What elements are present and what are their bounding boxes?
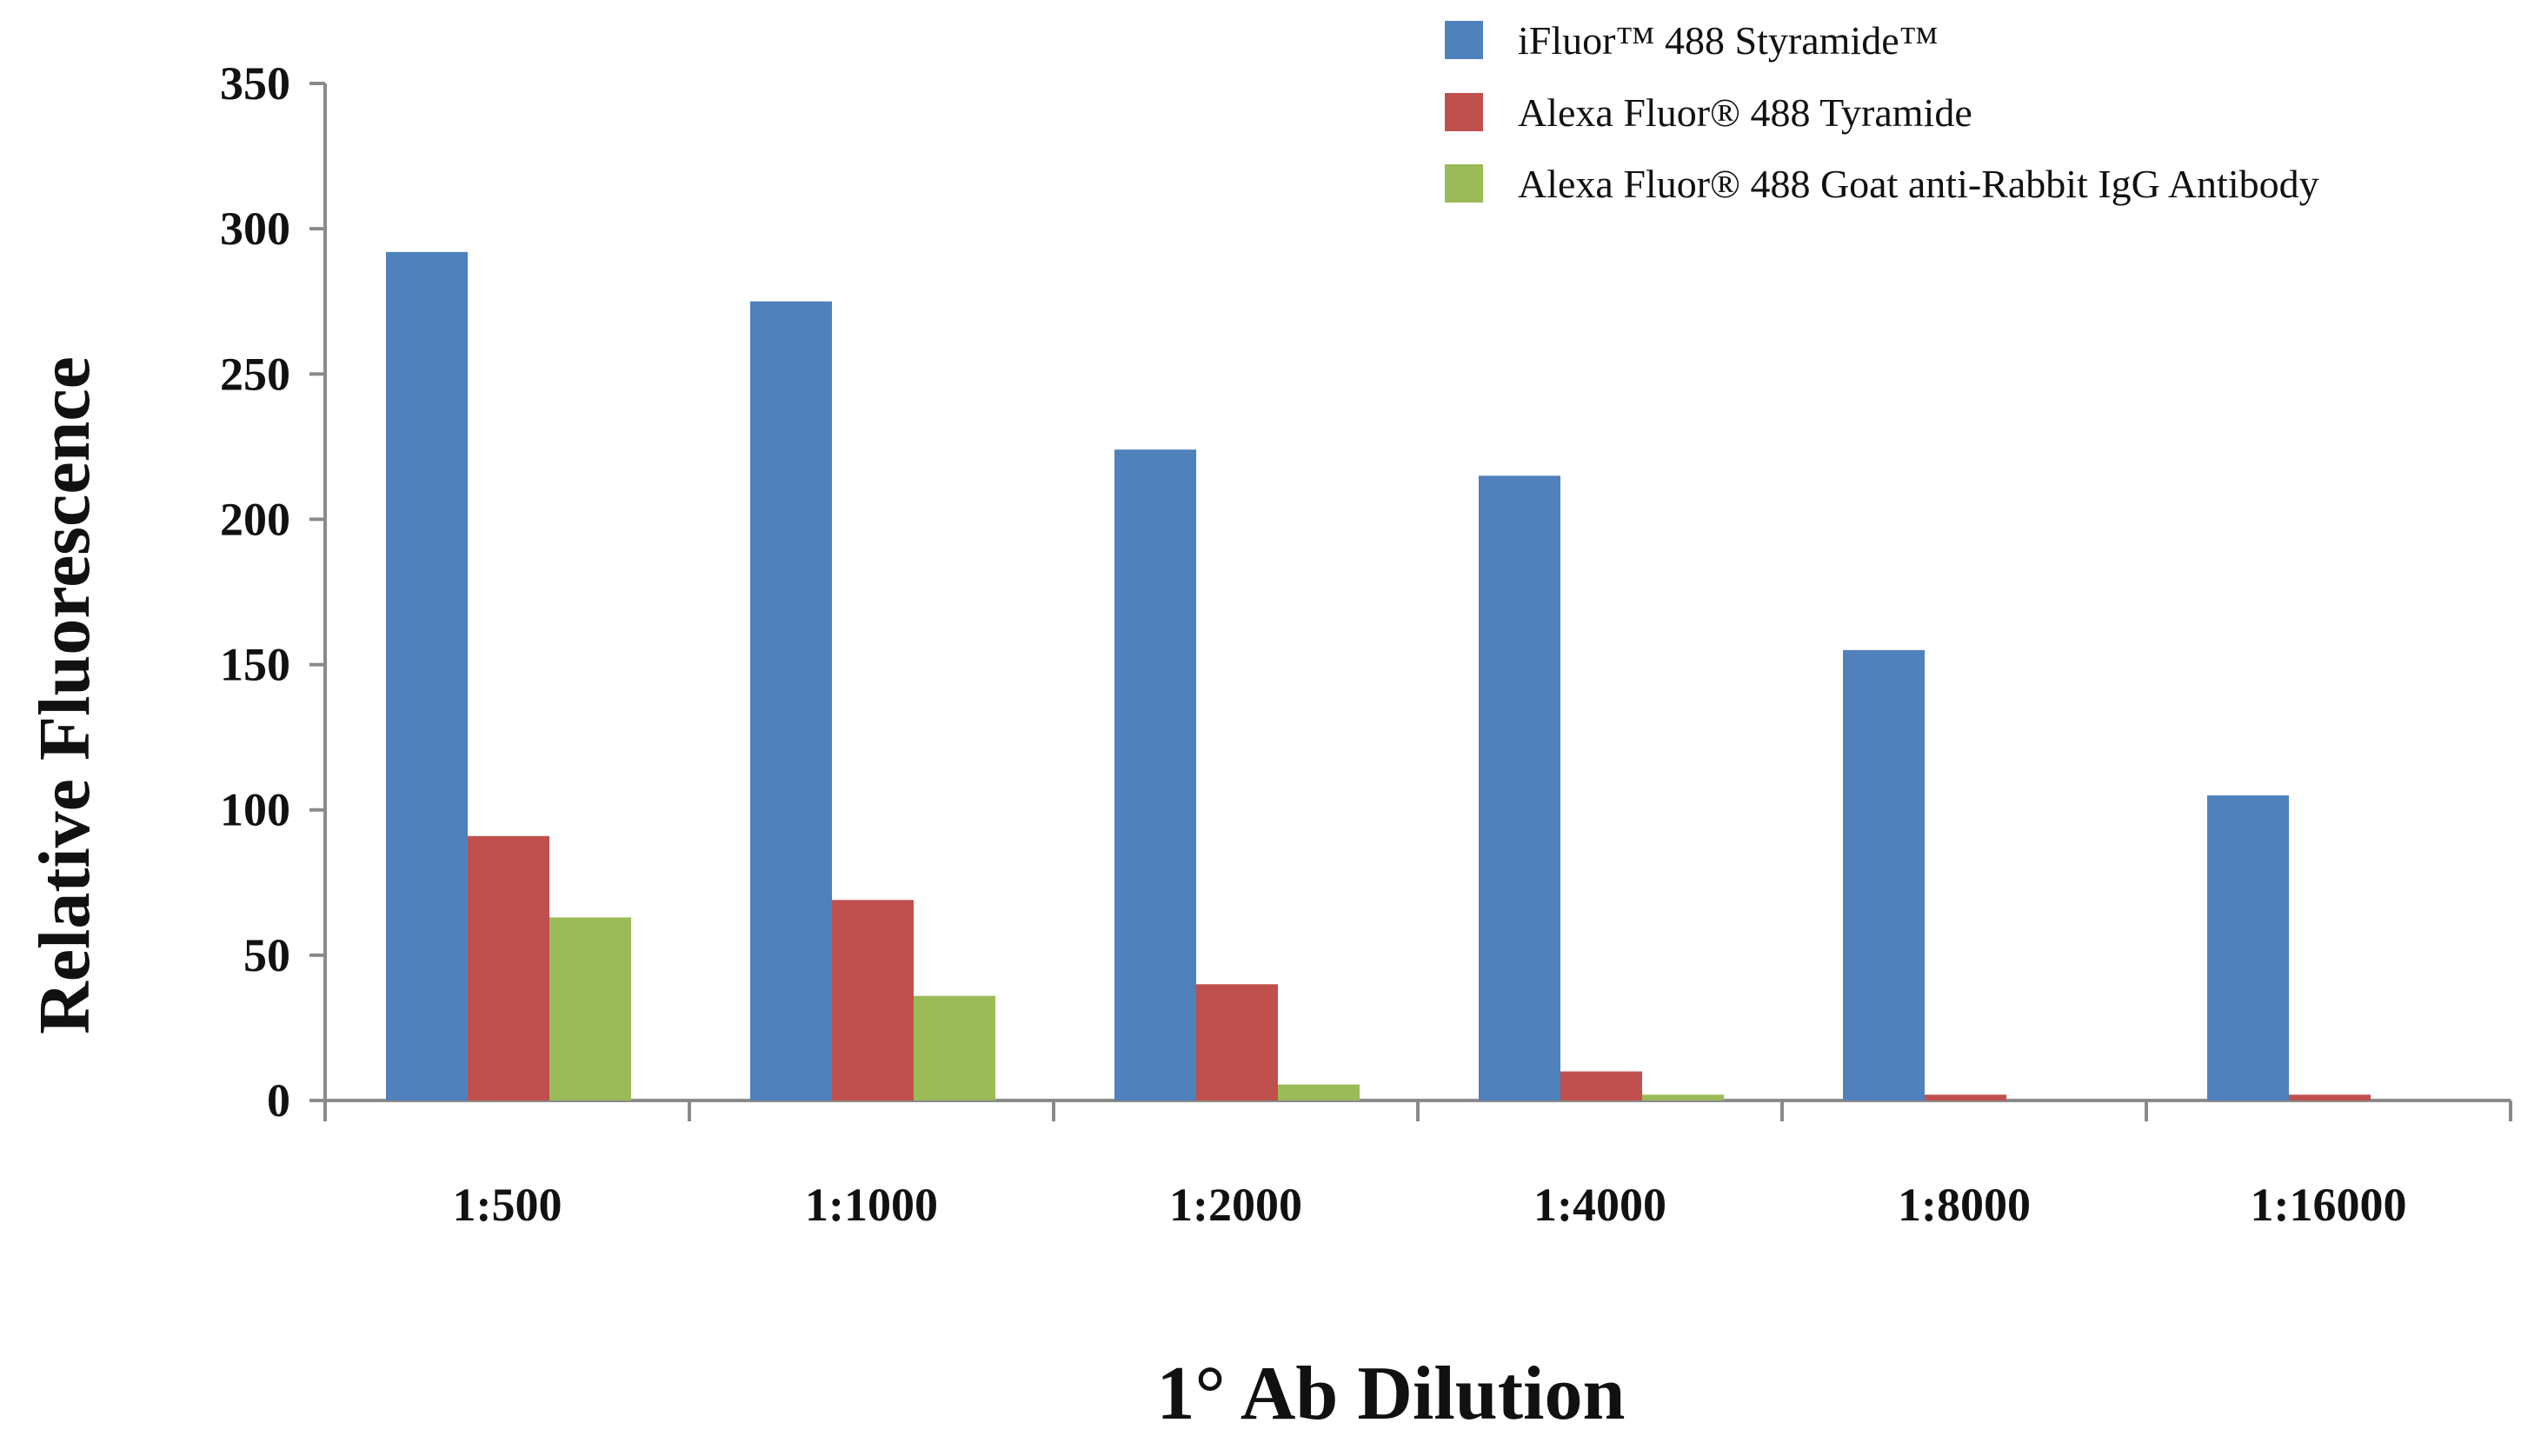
x-tick-label: 1:500 <box>453 1179 562 1231</box>
bar <box>2289 1094 2371 1100</box>
x-axis: 1:500 1:1000 1:2000 1:4000 1:8000 1:16000 <box>323 1099 2512 1231</box>
legend-swatch <box>1445 93 1483 131</box>
bar <box>1114 449 1196 1100</box>
bars <box>386 251 2371 1100</box>
y-tick-label: 150 <box>220 639 290 691</box>
bar <box>386 251 468 1100</box>
x-tick-label: 1:4000 <box>1533 1179 1666 1231</box>
legend: iFluor™ 488 Styramide™ Alexa Fluor® 488 T… <box>1445 18 2319 206</box>
y-axis-title: Relative Fluorescence <box>24 356 105 1034</box>
legend-label: Alexa Fluor® 488 Tyramide <box>1518 90 1972 135</box>
x-tick-label: 1:16000 <box>2251 1179 2407 1231</box>
bar <box>914 995 995 1100</box>
bar <box>1278 1084 1360 1100</box>
y-tick-label: 350 <box>220 57 290 110</box>
y-tick-label: 0 <box>267 1074 290 1127</box>
y-tick-label: 250 <box>220 348 290 400</box>
bar <box>1642 1094 1724 1100</box>
x-axis-title: 1° Ab Dilution <box>1157 1352 1626 1436</box>
bar <box>468 835 549 1100</box>
bar <box>1560 1071 1642 1100</box>
bar <box>549 917 631 1100</box>
x-tick-label: 1:2000 <box>1169 1179 1302 1231</box>
y-axis: 0 50 100 150 200 250 300 350 <box>220 57 327 1127</box>
y-tick-label: 200 <box>220 493 290 545</box>
legend-label: Alexa Fluor® 488 Goat anti-Rabbit IgG An… <box>1518 162 2319 206</box>
bar <box>1196 984 1278 1100</box>
x-tick-label: 1:1000 <box>805 1179 938 1231</box>
legend-swatch <box>1445 164 1483 203</box>
legend-swatch <box>1445 21 1483 59</box>
bar <box>1843 649 1925 1100</box>
x-tick-label: 1:8000 <box>1898 1179 2031 1231</box>
y-tick-label: 100 <box>220 784 290 836</box>
bar <box>2207 795 2289 1100</box>
legend-label: iFluor™ 488 Styramide™ <box>1518 18 1939 63</box>
y-tick-label: 300 <box>220 203 290 255</box>
bar <box>1925 1094 2006 1100</box>
bar <box>1479 475 1560 1100</box>
y-tick-label: 50 <box>243 929 290 981</box>
bar <box>750 301 832 1100</box>
bar <box>832 900 914 1100</box>
